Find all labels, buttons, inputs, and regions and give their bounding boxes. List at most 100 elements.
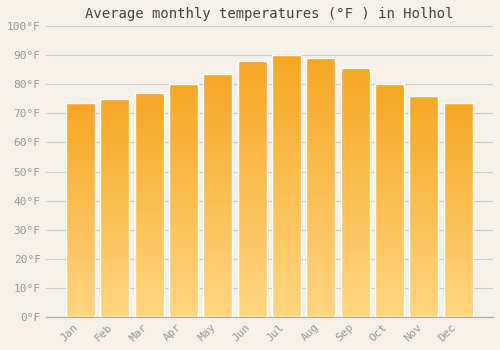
Bar <box>66 180 95 182</box>
Bar <box>340 143 370 145</box>
Bar <box>409 149 438 151</box>
Bar <box>306 76 336 79</box>
Bar <box>66 216 95 219</box>
Bar <box>375 163 404 166</box>
Bar <box>169 103 198 105</box>
Bar <box>169 282 198 284</box>
Bar <box>66 189 95 191</box>
Bar <box>272 160 301 162</box>
Bar <box>272 212 301 215</box>
Bar <box>409 315 438 317</box>
Bar <box>100 249 130 251</box>
Bar <box>409 244 438 246</box>
Bar <box>444 169 472 172</box>
Bar <box>272 63 301 66</box>
Bar <box>306 237 336 239</box>
Bar <box>375 135 404 138</box>
Bar <box>340 260 370 262</box>
Bar <box>66 103 95 317</box>
Bar <box>169 296 198 298</box>
Bar <box>100 210 130 212</box>
Bar <box>375 110 404 112</box>
Bar <box>169 277 198 280</box>
Bar <box>306 208 336 211</box>
Bar <box>203 178 232 181</box>
Bar <box>203 222 232 225</box>
Bar <box>203 290 232 293</box>
Bar <box>134 203 164 205</box>
Bar <box>272 186 301 189</box>
Bar <box>203 230 232 232</box>
Bar <box>100 149 130 151</box>
Bar <box>306 120 336 123</box>
Bar <box>238 176 266 179</box>
Bar <box>66 259 95 261</box>
Bar <box>203 132 232 135</box>
Bar <box>66 225 95 227</box>
Bar <box>272 306 301 309</box>
Bar <box>134 172 164 174</box>
Bar <box>238 271 266 273</box>
Bar <box>306 177 336 180</box>
Bar <box>169 135 198 138</box>
Bar <box>306 260 336 262</box>
Bar <box>203 271 232 273</box>
Bar <box>66 125 95 127</box>
Bar <box>375 194 404 196</box>
Bar <box>203 246 232 249</box>
Bar <box>238 220 266 222</box>
Bar <box>375 250 404 252</box>
Bar <box>100 208 130 210</box>
Bar <box>238 289 266 291</box>
Bar <box>272 89 301 92</box>
Bar <box>272 223 301 225</box>
Bar <box>100 228 130 230</box>
Bar <box>203 232 232 234</box>
Bar <box>272 280 301 283</box>
Bar <box>272 265 301 267</box>
Bar <box>340 173 370 175</box>
Bar <box>100 99 130 317</box>
Bar <box>306 133 336 136</box>
Bar <box>272 149 301 152</box>
Bar <box>66 182 95 184</box>
Bar <box>66 148 95 150</box>
Bar <box>134 306 164 308</box>
Bar <box>203 298 232 300</box>
Bar <box>203 137 232 140</box>
Bar <box>238 187 266 189</box>
Bar <box>306 144 336 146</box>
Bar <box>169 245 198 247</box>
Bar <box>409 202 438 204</box>
Bar <box>100 127 130 130</box>
Bar <box>238 260 266 263</box>
Bar <box>100 190 130 192</box>
Bar <box>375 280 404 282</box>
Bar <box>272 103 301 105</box>
Bar <box>66 236 95 238</box>
Bar <box>340 302 370 304</box>
Bar <box>272 76 301 79</box>
Bar <box>409 211 438 213</box>
Bar <box>66 248 95 251</box>
Bar <box>306 299 336 301</box>
Bar <box>375 101 404 103</box>
Bar <box>238 166 266 168</box>
Bar <box>203 118 232 120</box>
Bar <box>444 146 472 148</box>
Bar <box>238 263 266 266</box>
Bar <box>134 187 164 189</box>
Bar <box>272 283 301 286</box>
Bar <box>306 97 336 100</box>
Bar <box>66 204 95 206</box>
Bar <box>169 305 198 308</box>
Bar <box>340 282 370 285</box>
Bar <box>340 116 370 118</box>
Bar <box>203 256 232 259</box>
Bar <box>306 146 336 149</box>
Bar <box>340 133 370 135</box>
Bar <box>375 233 404 236</box>
Bar <box>169 108 198 110</box>
Bar <box>100 232 130 234</box>
Bar <box>409 246 438 248</box>
